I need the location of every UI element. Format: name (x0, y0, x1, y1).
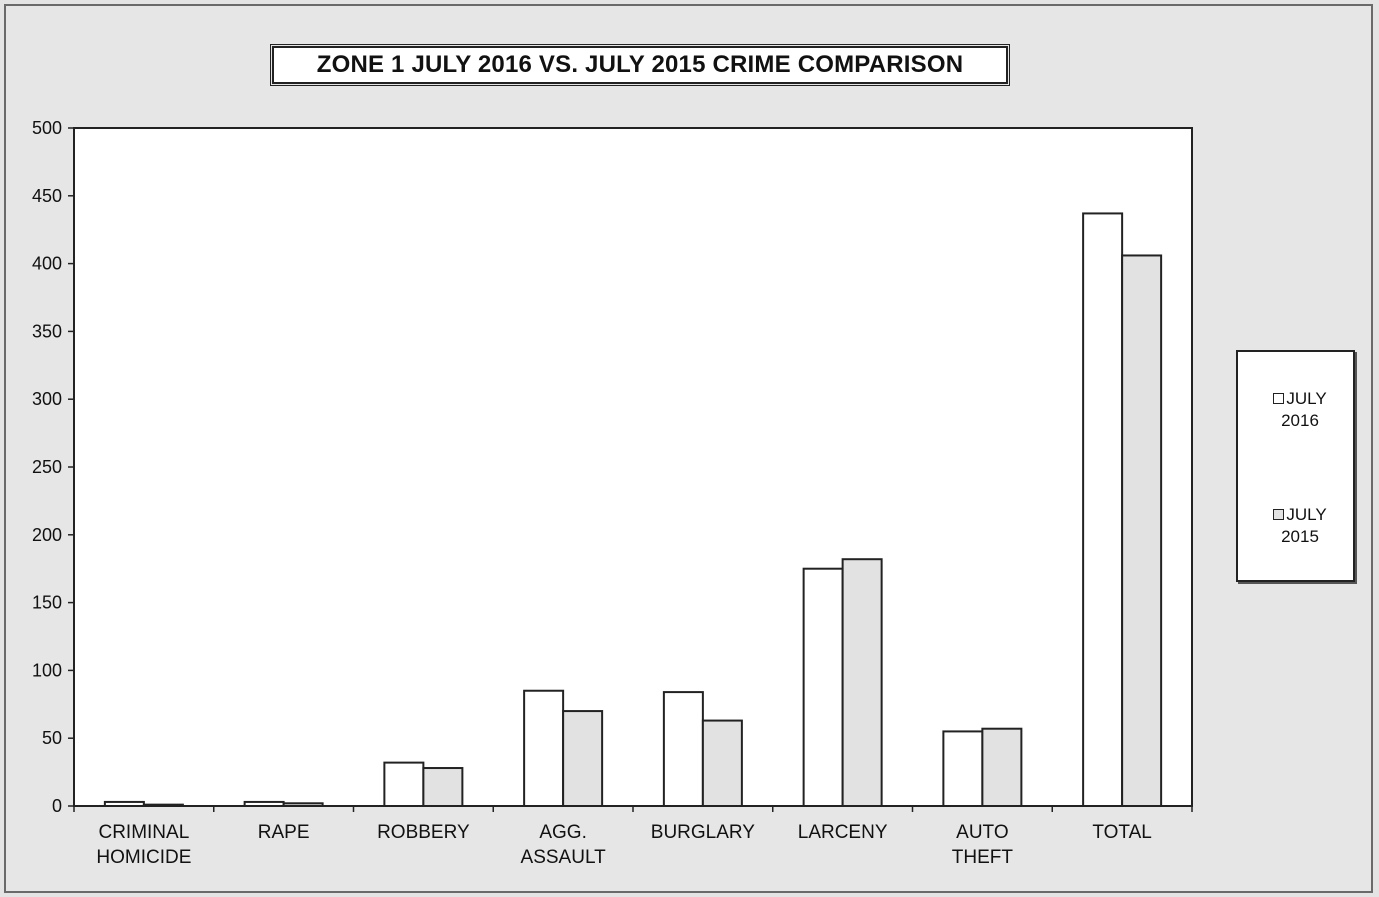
y-tick-label: 250 (32, 457, 62, 477)
y-tick-label: 50 (42, 728, 62, 748)
x-axis: CRIMINAL HOMICIDE RAPE ROBBERY AGG. ASSAULT BU… (73, 806, 1193, 868)
bar-july-2015 (1121, 254, 1163, 808)
y-tick-label: 450 (32, 186, 62, 206)
y-axis: 0 50 100 150 200 250 300 350 400 450 500 (32, 118, 74, 816)
bar-july-2016 (523, 689, 565, 807)
bar-july-2015 (422, 767, 464, 807)
bar-july-2016 (103, 800, 145, 808)
bars (103, 212, 1163, 808)
y-tick-label: 100 (32, 660, 62, 680)
bar-july-2016 (802, 567, 844, 808)
chart-svg: 0 50 100 150 200 250 300 350 400 450 500 CRIMINAL H… (32, 118, 1193, 868)
legend: JULY 2016 JULY 2015 (1236, 350, 1355, 582)
y-tick-label: 200 (32, 525, 62, 545)
category-label: BURGLARY (651, 822, 756, 843)
plot-area (73, 127, 1193, 807)
chart-frame: 0 50 100 150 200 250 300 350 400 450 500 CRIMINAL H… (4, 4, 1373, 893)
category-label: TOTAL (1092, 822, 1151, 843)
legend-label-line1: JULY (1286, 389, 1327, 408)
y-tick-label: 300 (32, 389, 62, 409)
category-label: HOMICIDE (96, 847, 191, 868)
y-tick-label: 0 (52, 796, 62, 816)
category-label: ROBBERY (377, 822, 470, 843)
bar-july-2015 (562, 710, 604, 808)
legend-swatch-july-2015 (1273, 509, 1285, 521)
category-label: THEFT (952, 847, 1014, 868)
bar-july-2016 (243, 800, 285, 808)
category-label: ASSAULT (521, 847, 607, 868)
y-tick-label: 350 (32, 321, 62, 341)
category-label: RAPE (258, 822, 310, 843)
legend-item-july-2015: JULY 2015 (1260, 504, 1340, 548)
bar-july-2016 (1082, 212, 1124, 808)
bar-july-2015 (981, 727, 1023, 808)
legend-label-line2: 2015 (1281, 527, 1319, 546)
legend-label-line2: 2016 (1281, 411, 1319, 430)
category-label: AUTO (956, 822, 1008, 843)
bar-july-2015 (701, 719, 743, 808)
category-label: CRIMINAL (98, 822, 189, 843)
bar-july-2016 (383, 761, 425, 807)
y-tick-label: 150 (32, 593, 62, 613)
bar-july-2015 (282, 802, 324, 808)
bar-july-2015 (841, 558, 883, 808)
bar-july-2016 (662, 691, 704, 808)
legend-swatch-july-2016 (1273, 393, 1285, 405)
bar-july-2015 (142, 803, 184, 807)
legend-label-line1: JULY (1286, 505, 1327, 524)
category-label: AGG. (539, 822, 587, 843)
legend-item-july-2016: JULY 2016 (1260, 388, 1340, 432)
bar-july-2016 (942, 730, 984, 807)
category-label: LARCENY (798, 822, 888, 843)
y-tick-label: 400 (32, 254, 62, 274)
y-tick-label: 500 (32, 118, 62, 138)
chart-title: ZONE 1 JULY 2016 VS. JULY 2015 CRIME COM… (270, 44, 1010, 86)
